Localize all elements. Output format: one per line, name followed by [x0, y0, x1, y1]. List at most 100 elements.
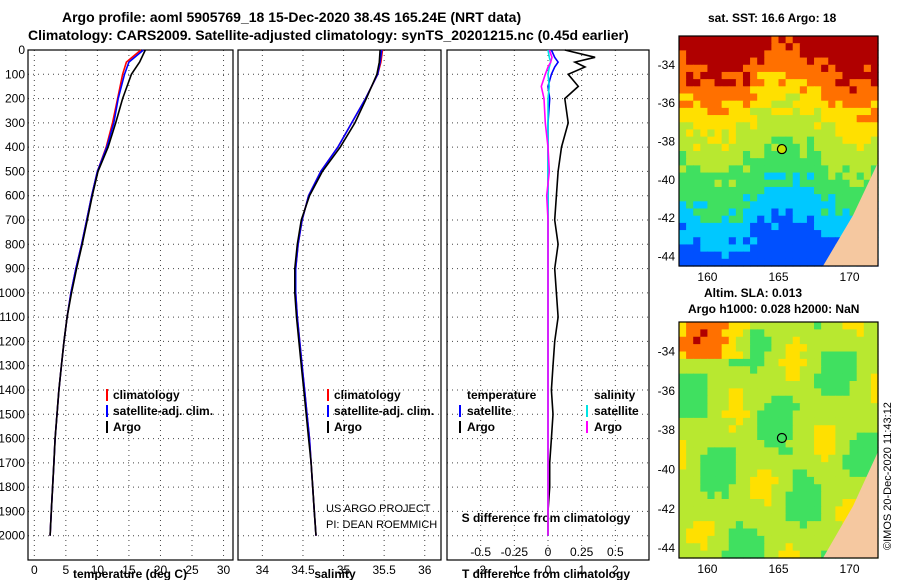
map-cell	[806, 93, 815, 102]
land-mass	[823, 451, 878, 558]
map-cell	[806, 447, 815, 456]
map-cell	[679, 454, 687, 463]
map-cell	[707, 462, 716, 471]
map-cell	[785, 447, 794, 456]
map-cell	[792, 417, 801, 426]
map-cell	[778, 499, 787, 507]
map-cell	[821, 57, 829, 66]
map-cell	[778, 373, 787, 382]
map-cell	[700, 417, 709, 426]
map-cell	[735, 543, 744, 552]
map-cell	[821, 388, 829, 397]
map-cell	[806, 381, 815, 389]
map-cell	[728, 521, 737, 530]
map-cell	[821, 122, 829, 131]
map-cell	[728, 215, 737, 224]
map-cell	[764, 50, 772, 59]
map-cell	[792, 122, 801, 131]
map-cell	[686, 129, 694, 138]
map-cell	[856, 86, 865, 95]
map-cell	[693, 43, 701, 51]
map-cell	[828, 71, 836, 80]
map-cell	[863, 381, 872, 389]
map-cell	[792, 251, 801, 260]
map-cell	[679, 506, 687, 515]
map-cell	[757, 491, 765, 500]
map-cell	[721, 366, 730, 375]
map-cell	[799, 100, 808, 109]
map-cell	[778, 36, 787, 44]
map-cell	[842, 186, 851, 195]
map-cell	[742, 543, 751, 552]
map-cell	[686, 201, 694, 210]
map-cell	[686, 165, 694, 174]
map-cell	[735, 151, 744, 159]
map-cell	[814, 107, 822, 116]
map-cell	[842, 322, 851, 330]
map-cell	[679, 447, 687, 456]
map-cell	[863, 115, 872, 123]
map-cell	[806, 388, 815, 397]
map-cell	[842, 484, 851, 493]
map-cell	[679, 122, 687, 131]
map-cell	[849, 93, 858, 102]
map-cell	[771, 521, 780, 530]
map-cell	[700, 194, 709, 202]
map-cell	[735, 129, 744, 138]
map-cell	[799, 136, 808, 145]
map-cell	[686, 258, 694, 267]
map-cell	[842, 432, 851, 441]
map-cell	[856, 425, 865, 434]
map-cell	[778, 71, 787, 80]
map-cell	[785, 71, 794, 80]
map-cell	[870, 454, 879, 463]
map-cell	[707, 535, 716, 544]
y-tick-label: 500	[5, 164, 25, 178]
map-cell	[814, 201, 822, 210]
map-cell	[714, 100, 723, 109]
map-cell	[814, 447, 822, 456]
x-tick-label: 34.5	[291, 563, 315, 577]
map-cell	[849, 64, 858, 73]
map-cell	[814, 403, 822, 412]
map-cell	[679, 79, 687, 87]
map-cell	[700, 107, 709, 116]
map-cell	[693, 440, 701, 448]
map-cell	[814, 410, 822, 419]
map-cell	[707, 244, 716, 253]
map-cell	[735, 528, 744, 537]
map-cell	[693, 351, 701, 360]
map-cell	[728, 129, 737, 138]
map-cell	[721, 79, 730, 87]
map-cell	[750, 129, 758, 138]
difference-legend: temperature satellite Argo salinity sate…	[459, 388, 639, 434]
map-cell	[693, 129, 701, 138]
map-cell	[835, 172, 844, 181]
map-cell	[842, 194, 851, 202]
map-cell	[679, 129, 687, 138]
map-cell	[721, 336, 730, 345]
map-cell	[735, 215, 744, 224]
lat-tick-label: -38	[658, 423, 676, 437]
map-cell	[785, 165, 794, 174]
map-cell	[842, 136, 851, 145]
map-cell	[863, 351, 872, 360]
map-cell	[778, 100, 787, 109]
map-cell	[828, 208, 836, 217]
map-cell	[821, 329, 829, 338]
map-cell	[721, 550, 730, 559]
map-cell	[778, 172, 787, 181]
map-cell	[764, 358, 772, 367]
map-cell	[785, 469, 794, 478]
map-cell	[785, 64, 794, 73]
map-cell	[806, 521, 815, 530]
y-tick-label: 1500	[0, 407, 25, 421]
map-cell	[778, 329, 787, 338]
map-cell	[799, 336, 808, 345]
map-cell	[778, 215, 787, 224]
map-cell	[679, 71, 687, 80]
map-cell	[821, 373, 829, 382]
map-cell	[806, 194, 815, 202]
y-tick-label: 1600	[0, 432, 25, 446]
map-cell	[728, 336, 737, 345]
